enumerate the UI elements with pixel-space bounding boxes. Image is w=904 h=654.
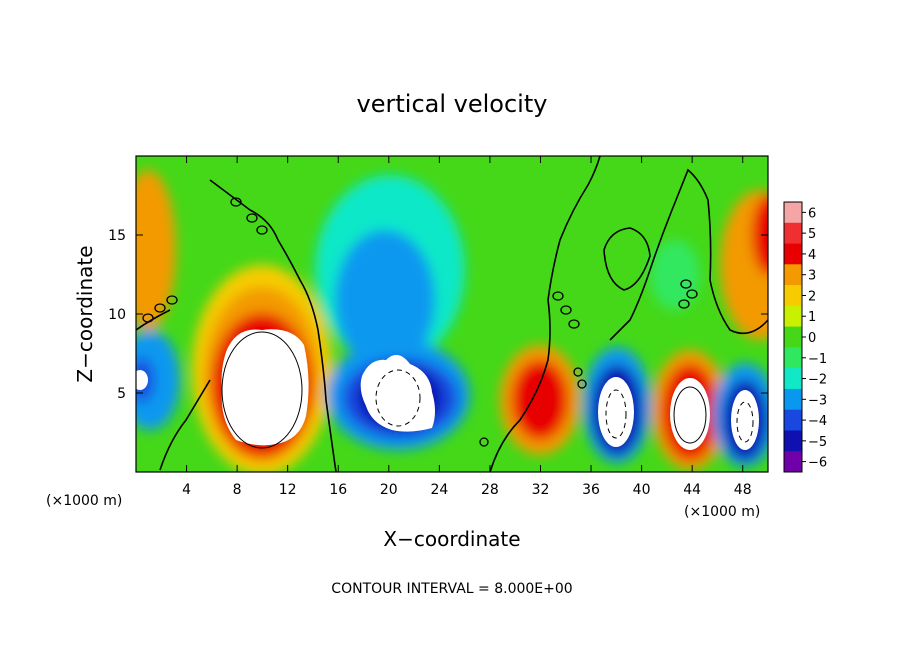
updraft-2-core bbox=[512, 360, 568, 440]
loop-7 bbox=[552, 291, 564, 301]
colorbar-tick-label: 0 bbox=[808, 331, 816, 346]
colorbar-tick-label: −1 bbox=[808, 352, 827, 367]
x-tick-label: 8 bbox=[233, 482, 242, 498]
updraft-3-white-core bbox=[670, 378, 710, 450]
loop-14 bbox=[678, 299, 690, 309]
colorbar-swatch bbox=[784, 347, 802, 369]
colorbar-tick-label: −6 bbox=[808, 456, 827, 471]
x-unit-label-right: (×1000 m) bbox=[684, 504, 760, 520]
x-unit-label-left: (×1000 m) bbox=[46, 493, 122, 509]
x-tick-label: 44 bbox=[683, 482, 701, 498]
colorbar-tick-label: −5 bbox=[808, 435, 827, 450]
loop-10 bbox=[573, 367, 583, 377]
colorbar-tick-label: −3 bbox=[808, 393, 827, 408]
contour-zero-right-loop bbox=[603, 227, 651, 291]
loop-1 bbox=[142, 313, 154, 323]
colorbar-swatch bbox=[784, 264, 802, 286]
plot-area bbox=[136, 156, 768, 472]
colorbar: 6 5 4 3 2 1 0 −1 −2 −3 −4 −5 −6 bbox=[783, 201, 827, 473]
upper-right-core bbox=[752, 195, 768, 275]
updraft-1-white-core bbox=[221, 329, 309, 446]
contour-small-loops bbox=[142, 197, 698, 447]
x-tick-label: 16 bbox=[329, 482, 347, 498]
x-tick-label: 24 bbox=[430, 482, 448, 498]
colorbar-swatch bbox=[784, 388, 802, 411]
colorbar-tick-label: 3 bbox=[808, 269, 816, 284]
colorbar-tick-label: 6 bbox=[808, 206, 816, 221]
x-axis-title: X−coordinate bbox=[383, 527, 520, 551]
colorbar-swatch bbox=[784, 305, 802, 328]
x-tick-label: 20 bbox=[380, 482, 398, 498]
loop-2 bbox=[154, 303, 166, 313]
loop-13 bbox=[686, 289, 698, 299]
x-tick-label: 36 bbox=[582, 482, 600, 498]
contour-interval-footer: CONTOUR INTERVAL = 8.000E+00 bbox=[331, 581, 572, 597]
y-tick-label: 10 bbox=[108, 307, 126, 323]
contour-zero-left bbox=[209, 179, 337, 472]
x-tick-label: 40 bbox=[633, 482, 651, 498]
colorbar-swatch bbox=[784, 430, 802, 452]
contour-zero-mid bbox=[489, 156, 601, 472]
loop-12 bbox=[680, 279, 692, 289]
contour-downdraft-1 bbox=[375, 369, 421, 427]
dashed-contours bbox=[375, 369, 754, 443]
colorbar-tick-label: 4 bbox=[808, 248, 816, 263]
contour-zero-right bbox=[609, 168, 768, 341]
mid-downdraft-inner bbox=[335, 230, 435, 370]
loop-4 bbox=[230, 197, 242, 207]
x-tick-label: 28 bbox=[481, 482, 499, 498]
x-tick-label: 48 bbox=[734, 482, 752, 498]
left-edge-white-core bbox=[136, 370, 148, 390]
x-tick-label: 32 bbox=[532, 482, 550, 498]
colorbar-swatch bbox=[784, 409, 802, 431]
loop-15 bbox=[479, 437, 489, 447]
colorbar-swatch bbox=[784, 326, 802, 348]
contour-lines bbox=[136, 156, 768, 472]
upper-left-updraft bbox=[136, 170, 176, 330]
loop-11 bbox=[577, 379, 587, 389]
contour-downdraft-2 bbox=[605, 389, 627, 439]
loop-6 bbox=[256, 225, 268, 235]
chart-title: vertical velocity bbox=[357, 90, 548, 118]
colorbar-swatch bbox=[784, 368, 802, 390]
colorbar-tick-label: 2 bbox=[808, 289, 816, 304]
y-axis-title: Z−coordinate bbox=[73, 245, 97, 382]
x-axis: 4 8 12 16 20 24 28 32 36 40 44 48 bbox=[182, 156, 752, 498]
colorbar-tick-label: −4 bbox=[808, 414, 827, 429]
contour-downdraft-3 bbox=[736, 401, 754, 443]
x-tick-label: 4 bbox=[182, 482, 191, 498]
downdraft-2-white-core bbox=[598, 377, 634, 447]
colorbar-swatch bbox=[784, 202, 802, 224]
x-tick-label: 12 bbox=[279, 482, 297, 498]
colorbar-tick-label: 5 bbox=[808, 227, 816, 242]
colorbar-tick-label: −2 bbox=[808, 373, 827, 388]
y-tick-label: 5 bbox=[117, 386, 126, 402]
colorbar-swatch bbox=[784, 222, 802, 245]
colorbar-swatch bbox=[784, 451, 802, 473]
contour-updraft-1 bbox=[221, 331, 303, 449]
loop-5 bbox=[246, 213, 258, 223]
colorbar-swatch bbox=[784, 243, 802, 265]
contour-zero-left-inner bbox=[136, 309, 211, 471]
contour-updraft-3 bbox=[673, 386, 707, 444]
downdraft-3-white-core bbox=[731, 390, 759, 450]
loop-9 bbox=[568, 319, 580, 329]
loop-8 bbox=[560, 305, 572, 315]
y-axis: 5 10 15 bbox=[108, 228, 768, 402]
left-low-downdraft bbox=[136, 330, 180, 430]
colorbar-tick-label: 1 bbox=[808, 310, 816, 325]
loop-3 bbox=[166, 295, 178, 305]
colorbar-swatch bbox=[784, 285, 802, 307]
y-tick-label: 15 bbox=[108, 228, 126, 244]
